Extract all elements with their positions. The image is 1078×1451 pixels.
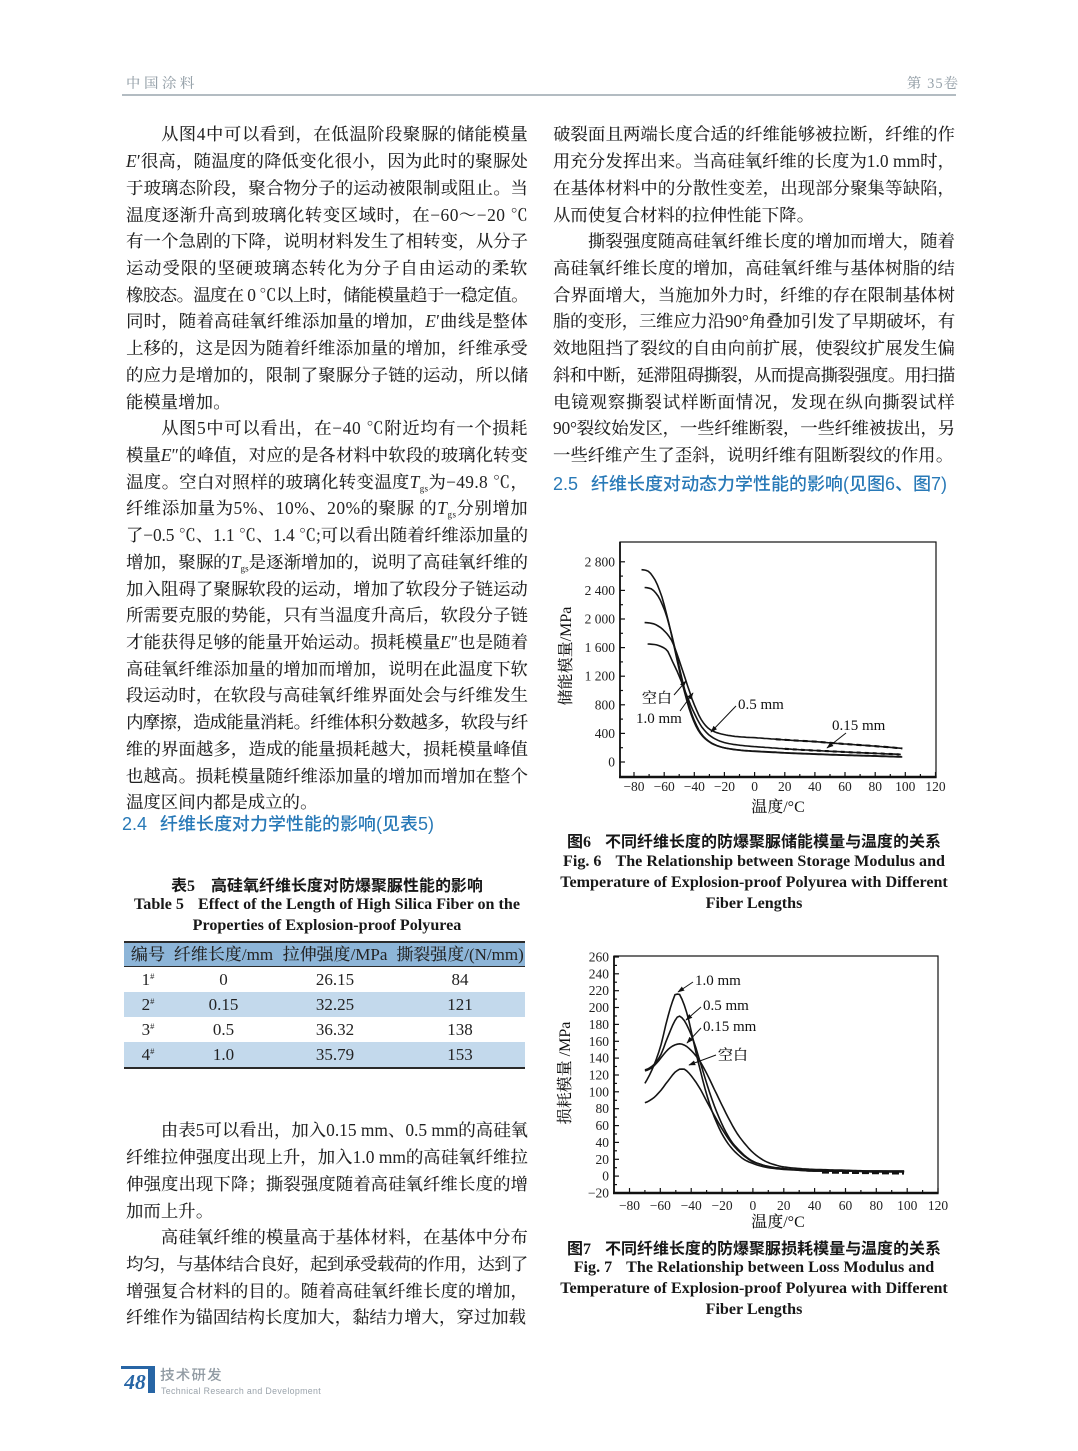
svg-text:−40: −40: [681, 1198, 702, 1213]
svg-text:200: 200: [589, 1000, 610, 1015]
svg-text:80: 80: [868, 779, 882, 794]
svg-text:240: 240: [589, 966, 610, 981]
svg-text:2 400: 2 400: [585, 583, 616, 598]
svg-text:0: 0: [750, 1198, 757, 1213]
svg-text:1.0 mm: 1.0 mm: [695, 973, 741, 989]
svg-text:1 200: 1 200: [585, 669, 616, 684]
svg-text:260: 260: [589, 950, 610, 965]
svg-text:−20: −20: [714, 779, 735, 794]
svg-text:60: 60: [596, 1118, 610, 1133]
svg-text:80: 80: [870, 1198, 884, 1213]
svg-text:0.5 mm: 0.5 mm: [738, 697, 784, 713]
svg-text:800: 800: [595, 697, 616, 712]
svg-text:−20: −20: [712, 1198, 733, 1213]
svg-text:100: 100: [895, 779, 916, 794]
svg-text:温度/°C: 温度/°C: [751, 798, 805, 816]
svg-text:−60: −60: [650, 1198, 671, 1213]
svg-text:−80: −80: [623, 779, 644, 794]
svg-text:0: 0: [751, 779, 758, 794]
svg-text:20: 20: [777, 1198, 791, 1213]
svg-text:储能模量/MPa: 储能模量/MPa: [557, 607, 575, 706]
svg-text:40: 40: [596, 1135, 610, 1150]
svg-text:100: 100: [589, 1084, 610, 1099]
svg-text:60: 60: [838, 779, 852, 794]
svg-text:400: 400: [595, 726, 616, 741]
svg-text:0: 0: [608, 755, 615, 770]
svg-text:100: 100: [897, 1198, 918, 1213]
svg-text:120: 120: [928, 1198, 949, 1213]
svg-text:60: 60: [839, 1198, 853, 1213]
svg-text:0.15 mm: 0.15 mm: [832, 718, 886, 734]
svg-text:40: 40: [808, 1198, 822, 1213]
svg-text:−60: −60: [654, 779, 675, 794]
svg-text:0.15 mm: 0.15 mm: [703, 1019, 757, 1035]
svg-text:20: 20: [778, 779, 792, 794]
svg-text:−20: −20: [588, 1186, 609, 1201]
svg-text:120: 120: [589, 1068, 610, 1083]
svg-text:20: 20: [596, 1152, 610, 1167]
svg-text:−40: −40: [684, 779, 705, 794]
svg-text:0.5 mm: 0.5 mm: [703, 998, 749, 1014]
svg-text:空白: 空白: [718, 1047, 748, 1064]
svg-text:40: 40: [808, 779, 822, 794]
svg-text:120: 120: [925, 779, 946, 794]
svg-text:160: 160: [589, 1034, 610, 1049]
svg-text:1 600: 1 600: [585, 640, 616, 655]
svg-text:温度/°C: 温度/°C: [751, 1213, 805, 1231]
svg-text:损耗模量 /MPa: 损耗模量 /MPa: [556, 1022, 574, 1125]
svg-text:180: 180: [589, 1017, 610, 1032]
svg-text:空白: 空白: [642, 690, 672, 707]
svg-text:1.0 mm: 1.0 mm: [636, 711, 682, 727]
svg-text:0: 0: [602, 1169, 609, 1184]
svg-text:220: 220: [589, 983, 610, 998]
svg-text:−80: −80: [619, 1198, 640, 1213]
svg-text:140: 140: [589, 1051, 610, 1066]
svg-text:2 800: 2 800: [585, 554, 616, 569]
svg-text:2 000: 2 000: [585, 612, 616, 627]
svg-text:80: 80: [596, 1101, 610, 1116]
